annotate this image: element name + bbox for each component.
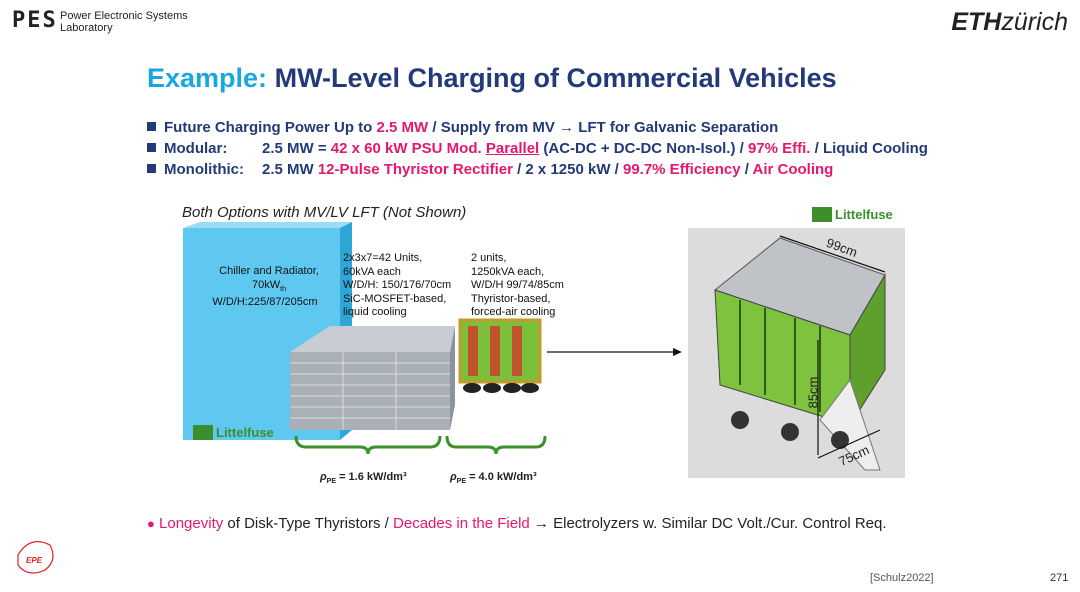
text: = 4.0 kW/dm³ bbox=[466, 471, 537, 483]
text: SiC-MOSFET-based, bbox=[343, 292, 447, 305]
text: / Liquid Cooling bbox=[810, 140, 928, 157]
text: 2 units, bbox=[471, 252, 507, 264]
text: of Disk-Type Thyristors / bbox=[223, 515, 394, 532]
rectifier-boards bbox=[739, 300, 821, 412]
thyristor-label: 2 units, 1250kVA each, W/D/H 99/74/85cm … bbox=[471, 252, 564, 320]
subscript: PE bbox=[326, 478, 337, 486]
chiller-top bbox=[183, 222, 352, 228]
title-prefix: Example: bbox=[147, 63, 268, 93]
dimension: 85cm bbox=[805, 376, 821, 409]
page-number: 271 bbox=[1050, 572, 1069, 584]
stand bbox=[819, 378, 881, 471]
eth-rest: zürich bbox=[1001, 8, 1068, 36]
label: Monolithic: bbox=[164, 161, 244, 178]
highlight: 97% Effi. bbox=[747, 140, 811, 157]
lab-line: Laboratory bbox=[60, 22, 113, 34]
subscript: PE bbox=[456, 478, 467, 486]
bullet: Modular: 2.5 MW = 42 x 60 kW PSU Mod. Par… bbox=[147, 140, 928, 157]
module-lines bbox=[290, 352, 450, 430]
text: / Supply from MV → LFT for Galvanic Sepa… bbox=[428, 119, 779, 136]
highlight: 99.7% Efficiency bbox=[622, 161, 741, 178]
modular-label: 2x3x7=42 Units, 60kVA each W/D/H: 150/17… bbox=[343, 252, 451, 320]
text: W/D/H 99/74/85cm bbox=[471, 279, 564, 291]
highlight: Parallel bbox=[485, 140, 540, 157]
reference: [Schulz2022] bbox=[870, 572, 934, 584]
highlight: 12-Pulse Thyristor Rectifier bbox=[317, 161, 513, 178]
figure-caption: Both Options with MV/LV LFT (Not Shown) bbox=[182, 204, 467, 221]
title: Example: MW-Level Charging of Commercial… bbox=[147, 63, 837, 94]
brace bbox=[294, 435, 442, 455]
text: = 1.6 kW/dm³ bbox=[336, 471, 407, 483]
modules bbox=[290, 352, 450, 430]
text: (AC-DC + DC-DC Non-Isol.) / bbox=[539, 140, 748, 157]
text: 2.5 MW bbox=[262, 161, 318, 178]
label: Modular: bbox=[164, 140, 228, 157]
bullet: Monolithic: 2.5 MW 12-Pulse Thyristor Rec… bbox=[147, 161, 833, 178]
highlight: 42 x 60 kW PSU Mod. bbox=[330, 140, 482, 157]
modules-top bbox=[290, 326, 455, 352]
text: / 2 x 1250 kW / bbox=[512, 161, 623, 178]
text: 1250kVA each, bbox=[471, 265, 545, 278]
highlight: Decades in the Field bbox=[393, 515, 530, 532]
title-main: MW-Level Charging of Commercial Vehicles bbox=[274, 63, 837, 93]
chiller-label: Chiller and Radiator, 70kWth W/D/H:225/8… bbox=[199, 265, 339, 310]
text: Future Charging Power Up to bbox=[164, 119, 377, 136]
brand: Littelfuse bbox=[216, 425, 274, 440]
bottom-bullet: ● Longevity of Disk-Type Thyristors / De… bbox=[147, 515, 887, 532]
lab-line: Power Electronic Systems bbox=[60, 10, 188, 22]
subscript: th bbox=[280, 285, 286, 293]
text: 2.5 MW = bbox=[262, 140, 331, 157]
text: W/D/H: 150/176/70cm bbox=[343, 279, 452, 291]
wheels bbox=[731, 411, 849, 449]
text: 2x3x7=42 Units, bbox=[343, 252, 423, 264]
text: 60kVA each bbox=[343, 265, 401, 278]
brace bbox=[445, 435, 547, 455]
text: Chiller and Radiator, bbox=[219, 265, 319, 277]
pes-logo: PES bbox=[12, 8, 58, 33]
symbol: ρ bbox=[450, 471, 457, 483]
bullet: Future Charging Power Up to 2.5 MW / Sup… bbox=[147, 119, 778, 136]
brand: Littelfuse bbox=[835, 207, 893, 222]
symbol: ρ bbox=[320, 471, 327, 483]
text: / bbox=[740, 161, 753, 178]
epe-emblem bbox=[17, 541, 54, 574]
text: liquid cooling bbox=[343, 306, 407, 318]
text: Thyristor-based, bbox=[471, 292, 551, 305]
brand-icon bbox=[193, 425, 213, 440]
density: ρPE = 1.6 kW/dm³ bbox=[320, 471, 407, 485]
highlight: Longevity bbox=[159, 515, 224, 532]
text: W/D/H:225/87/205cm bbox=[212, 296, 318, 309]
fans bbox=[463, 383, 539, 393]
text: 70kW bbox=[252, 278, 281, 291]
lab-name: Power Electronic Systems Laboratory bbox=[60, 10, 188, 34]
text: → Electrolyzers w. Similar DC Volt./Cur.… bbox=[529, 515, 887, 532]
thyristor-stacks bbox=[468, 326, 522, 376]
highlight: 2.5 MW bbox=[376, 119, 429, 136]
arrow-head bbox=[673, 348, 682, 356]
dimension-lines bbox=[779, 235, 886, 459]
epe-logo: EPE bbox=[26, 556, 43, 565]
text: forced-air cooling bbox=[471, 306, 556, 318]
highlight: Air Cooling bbox=[752, 161, 834, 178]
brand-icon bbox=[812, 207, 832, 222]
density: ρPE = 4.0 kW/dm³ bbox=[450, 471, 537, 485]
modules-side bbox=[450, 326, 455, 430]
eth-bold: ETH bbox=[951, 8, 1002, 36]
eth-logo: ETHzürich bbox=[951, 8, 1068, 37]
